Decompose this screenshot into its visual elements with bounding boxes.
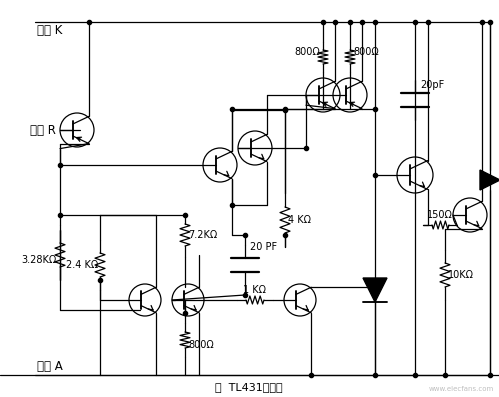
Text: 800Ω: 800Ω (188, 340, 214, 350)
Text: 7.2KΩ: 7.2KΩ (188, 230, 217, 240)
Text: 20pF: 20pF (420, 80, 444, 90)
Text: 图  TL431功能图: 图 TL431功能图 (215, 382, 283, 392)
Text: www.elecfans.com: www.elecfans.com (429, 386, 494, 392)
Text: 阳极 A: 阳极 A (37, 360, 63, 374)
Text: 1 KΩ: 1 KΩ (244, 285, 266, 295)
Polygon shape (363, 278, 387, 302)
Text: 800Ω: 800Ω (353, 47, 379, 57)
Text: 150Ω: 150Ω (427, 210, 453, 220)
Text: 2.4 KΩ: 2.4 KΩ (66, 260, 98, 270)
Text: 3.28KΩ: 3.28KΩ (22, 255, 57, 265)
Text: 10KΩ: 10KΩ (448, 270, 474, 280)
Text: 4 KΩ: 4 KΩ (288, 215, 311, 225)
Polygon shape (480, 170, 499, 190)
Text: 800Ω: 800Ω (294, 47, 320, 57)
Text: 阴极 K: 阴极 K (37, 23, 62, 37)
Text: 20 PF: 20 PF (250, 242, 277, 252)
Text: 参考 R: 参考 R (30, 123, 56, 137)
